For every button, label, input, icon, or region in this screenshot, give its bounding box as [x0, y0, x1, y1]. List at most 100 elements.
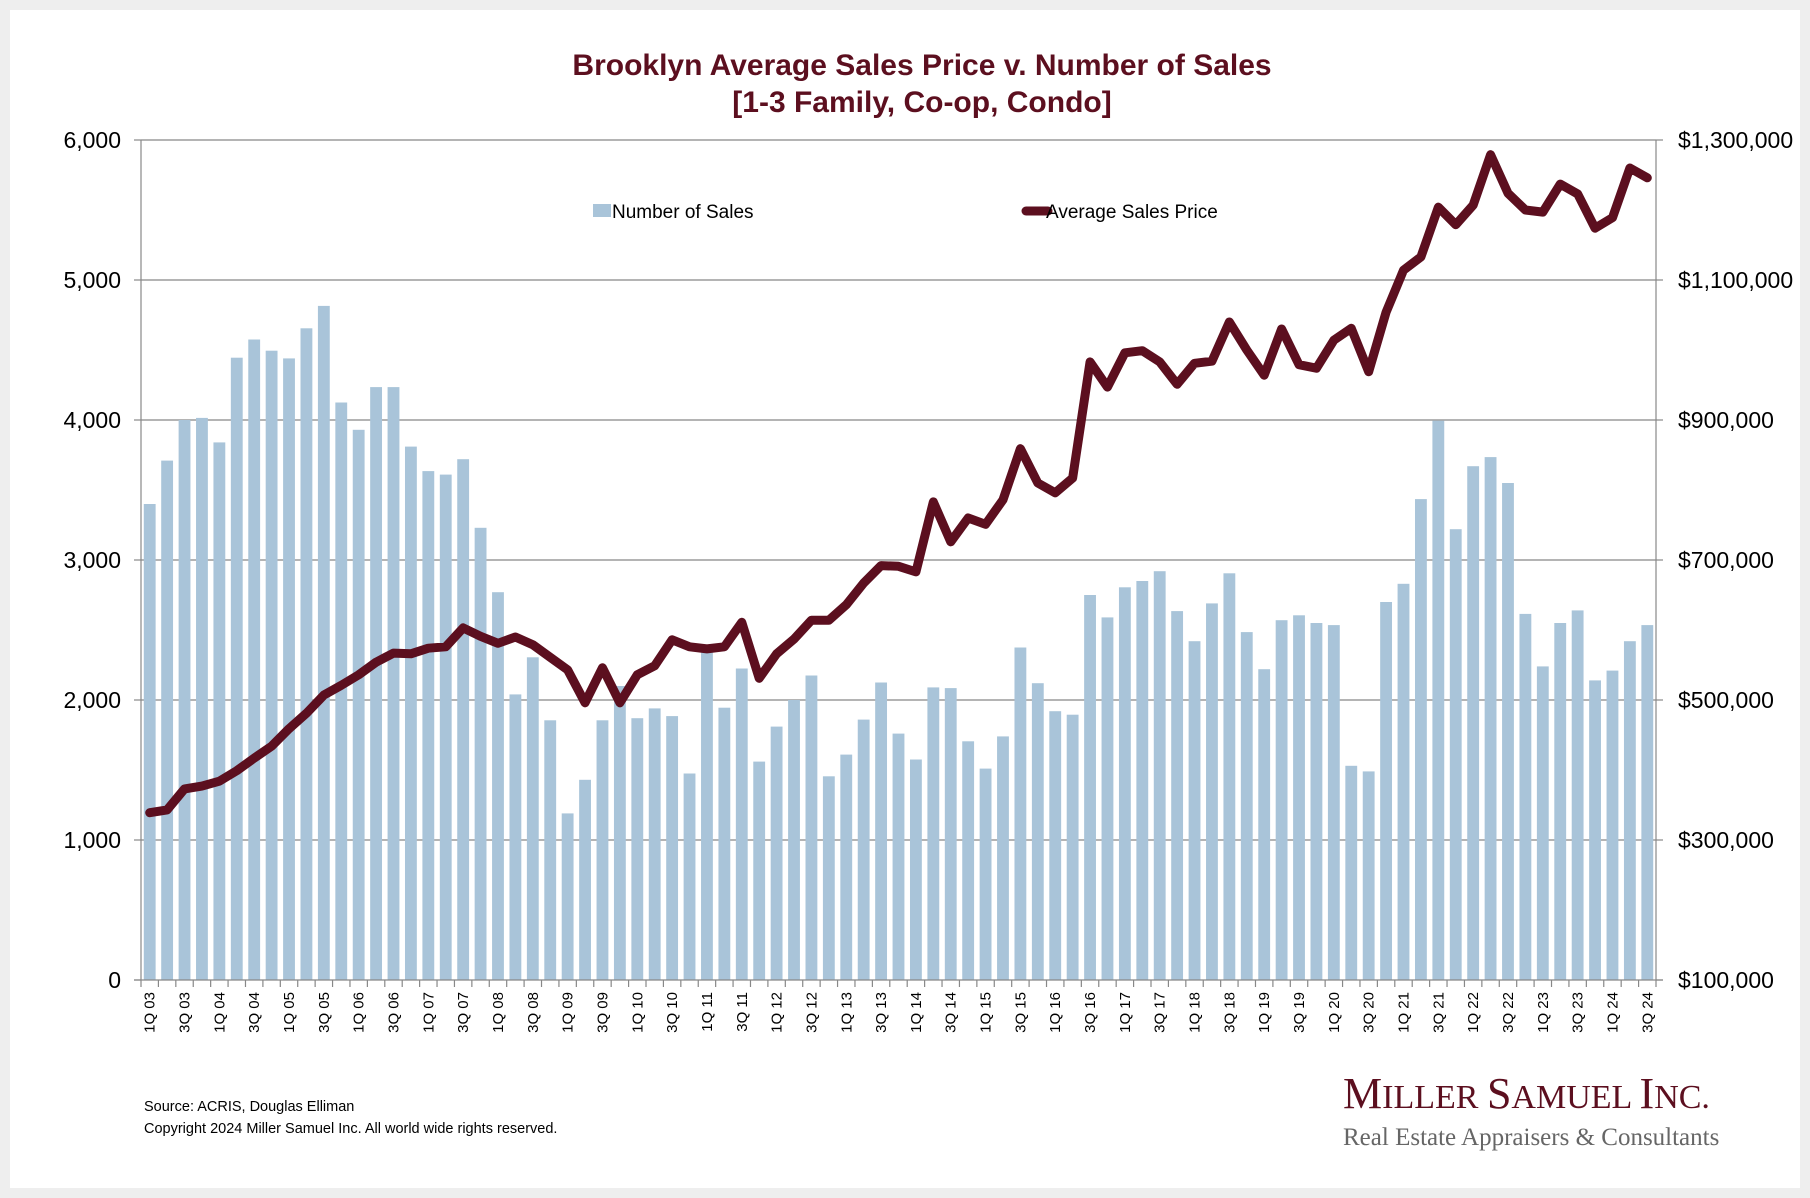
bar — [944, 688, 957, 980]
bar — [1136, 581, 1149, 980]
x-tick-label: 1Q 16 — [1047, 992, 1064, 1033]
x-tick-label: 1Q 04 — [211, 992, 228, 1033]
x-tick-label: 1Q 10 — [629, 992, 646, 1033]
bar — [1484, 457, 1497, 981]
y-right-tick-label: $1,300,000 — [1678, 127, 1793, 153]
bar — [648, 708, 661, 980]
bar — [683, 773, 696, 980]
bar — [788, 700, 800, 980]
bar — [822, 776, 835, 980]
x-tick-label: 1Q 07 — [420, 992, 437, 1033]
y-right-tick-label: $100,000 — [1678, 967, 1774, 993]
bar — [718, 707, 731, 980]
x-tick-label: 3Q 05 — [316, 992, 333, 1033]
bar — [387, 387, 400, 981]
bar — [1240, 632, 1253, 980]
x-tick-label: 3Q 15 — [1012, 992, 1029, 1033]
bar — [1414, 499, 1427, 980]
logo-name: MILLER SAMUEL INC. — [1343, 1069, 1710, 1118]
bar — [1293, 615, 1305, 980]
axes — [134, 139, 1663, 987]
y-axis-left-labels: 0 1,000 2,000 3,000 4,000 5,000 6,000 — [63, 127, 121, 993]
bar — [753, 761, 766, 980]
bar — [492, 592, 504, 980]
bar — [596, 720, 609, 980]
bar — [230, 357, 243, 980]
x-tick-label: 1Q 20 — [1326, 992, 1343, 1033]
x-tick-label: 3Q 18 — [1221, 992, 1238, 1033]
x-tick-label: 1Q 18 — [1187, 992, 1204, 1033]
x-tick-label: 3Q 22 — [1500, 992, 1517, 1033]
bar — [283, 358, 295, 980]
x-tick-label: 3Q 08 — [525, 992, 542, 1033]
bar — [1049, 711, 1062, 980]
y-left-tick-label: 1,000 — [63, 827, 121, 853]
bar — [631, 718, 644, 980]
source-note: Source: ACRIS, Douglas Elliman — [144, 1099, 354, 1115]
bar — [1362, 771, 1375, 980]
bar — [335, 402, 348, 980]
x-tick-label: 1Q 15 — [978, 992, 995, 1033]
x-tick-label: 3Q 17 — [1152, 992, 1169, 1033]
bar — [840, 754, 853, 980]
x-tick-label: 3Q 07 — [455, 992, 472, 1033]
y-right-tick-label: $500,000 — [1678, 687, 1774, 713]
bar-series — [143, 305, 1654, 981]
bar — [1066, 714, 1079, 980]
chart-title: Brooklyn Average Sales Price v. Number o… — [572, 49, 1271, 82]
bar — [561, 813, 574, 980]
bar — [509, 694, 522, 980]
bar — [1502, 483, 1514, 980]
y-right-tick-label: $900,000 — [1678, 407, 1774, 433]
y-right-tick-label: $700,000 — [1678, 547, 1774, 573]
x-tick-label: 3Q 09 — [594, 992, 611, 1033]
bar — [962, 741, 975, 980]
bar — [1153, 571, 1166, 980]
chart-subtitle: [1-3 Family, Co-op, Condo] — [732, 86, 1111, 119]
bar — [979, 768, 992, 980]
x-tick-label: 3Q 12 — [803, 992, 820, 1033]
x-tick-label: 1Q 08 — [490, 992, 507, 1033]
bar — [1432, 420, 1445, 980]
bar — [1623, 641, 1636, 980]
bar — [666, 716, 679, 980]
bar — [161, 460, 174, 981]
bar — [875, 682, 888, 980]
bar — [1641, 625, 1654, 980]
x-tick-label: 1Q 14 — [908, 992, 925, 1033]
x-tick-label: 3Q 19 — [1291, 992, 1308, 1033]
y-left-tick-label: 0 — [108, 967, 121, 993]
x-tick-label: 3Q 24 — [1639, 992, 1656, 1033]
x-tick-label: 1Q 13 — [838, 992, 855, 1033]
legend-label-bars: Number of Sales — [612, 202, 754, 223]
y-left-tick-label: 3,000 — [63, 547, 121, 573]
bar — [1101, 617, 1114, 980]
bar — [1031, 683, 1044, 980]
bar — [1188, 641, 1201, 980]
bar — [735, 668, 748, 980]
bar — [857, 719, 870, 980]
bar — [1606, 670, 1619, 980]
bar — [178, 420, 191, 980]
bar — [1380, 602, 1393, 980]
x-tick-label: 1Q 03 — [142, 992, 159, 1033]
bar — [265, 350, 278, 980]
copyright-note: Copyright 2024 Miller Samuel Inc. All wo… — [144, 1121, 557, 1137]
bar — [1554, 623, 1567, 980]
bar — [701, 651, 713, 980]
bar — [997, 736, 1009, 980]
bar — [544, 720, 557, 980]
x-tick-label: 1Q 11 — [699, 992, 716, 1032]
bar — [1171, 611, 1184, 980]
bar — [300, 328, 313, 980]
x-tick-label: 1Q 05 — [281, 992, 298, 1033]
x-tick-label: 3Q 11 — [734, 992, 751, 1032]
x-tick-label: 3Q 03 — [177, 992, 194, 1033]
bar — [1223, 573, 1236, 980]
x-tick-label: 1Q 21 — [1396, 992, 1413, 1033]
x-tick-label: 3Q 06 — [386, 992, 403, 1033]
bar — [457, 459, 470, 980]
y-axis-right-labels: $100,000 $300,000 $500,000 $700,000 $900,000… — [1678, 127, 1793, 993]
x-tick-label: 1Q 09 — [560, 992, 577, 1033]
